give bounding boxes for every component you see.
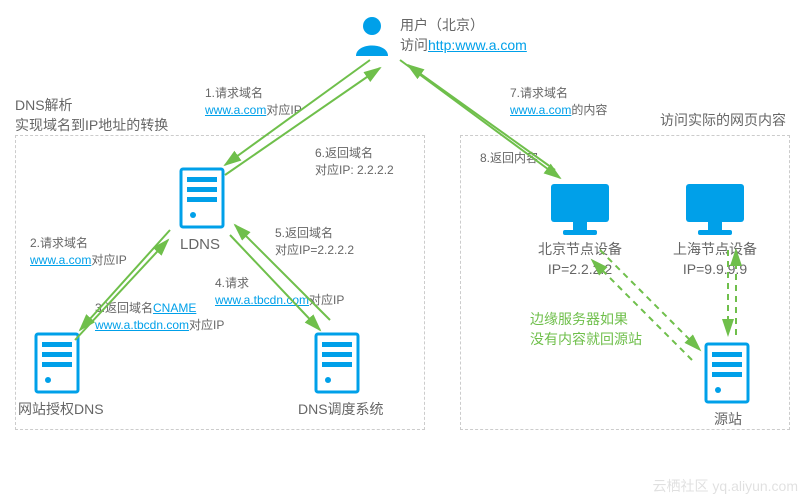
- edge-7-label: 7.请求域名 www.a.com的内容: [510, 85, 607, 119]
- auth-dns-label: 网站授权DNS: [18, 400, 104, 420]
- edge-6-label: 6.返回域名 对应IP: 2.2.2.2: [315, 145, 394, 179]
- edge-4-label: 4.请求 www.a.tbcdn.com对应IP: [215, 275, 344, 309]
- dns-region-title: DNS解析 实现域名到IP地址的转换: [15, 95, 168, 135]
- edge-8-label: 8.返回内容: [480, 150, 538, 167]
- sh-node-label: 上海节点设备 IP=9.9.9.9: [673, 240, 757, 279]
- edge-1-label: 1.请求域名 www.a.com对应IP: [205, 85, 302, 119]
- edge-2-label: 2.请求域名 www.a.com对应IP: [30, 235, 127, 269]
- ldns-label: LDNS: [180, 234, 220, 255]
- sh-node-icon: [680, 180, 750, 243]
- dns-sched-icon: [310, 330, 364, 401]
- ldns-server-icon: [175, 165, 229, 236]
- user-icon: [350, 12, 394, 61]
- bj-node-label: 北京节点设备 IP=2.2.2.2: [538, 240, 622, 279]
- watermark: 云栖社区 yq.aliyun.com: [653, 476, 798, 496]
- fallback-label: 边缘服务器如果 没有内容就回源站: [530, 310, 642, 349]
- dns-sched-label: DNS调度系统: [298, 400, 384, 420]
- edge-5-label: 5.返回域名 对应IP=2.2.2.2: [275, 225, 354, 259]
- origin-label: 源站: [714, 410, 742, 430]
- origin-server-icon: [700, 340, 754, 411]
- edge-3-label: 3.返回域名CNAME www.a.tbcdn.com对应IP: [95, 300, 224, 334]
- bj-node-icon: [545, 180, 615, 243]
- user-label: 用户（北京） 访问http:www.a.com: [400, 16, 527, 55]
- content-region-title: 访问实际的网页内容: [660, 110, 786, 130]
- auth-dns-icon: [30, 330, 84, 401]
